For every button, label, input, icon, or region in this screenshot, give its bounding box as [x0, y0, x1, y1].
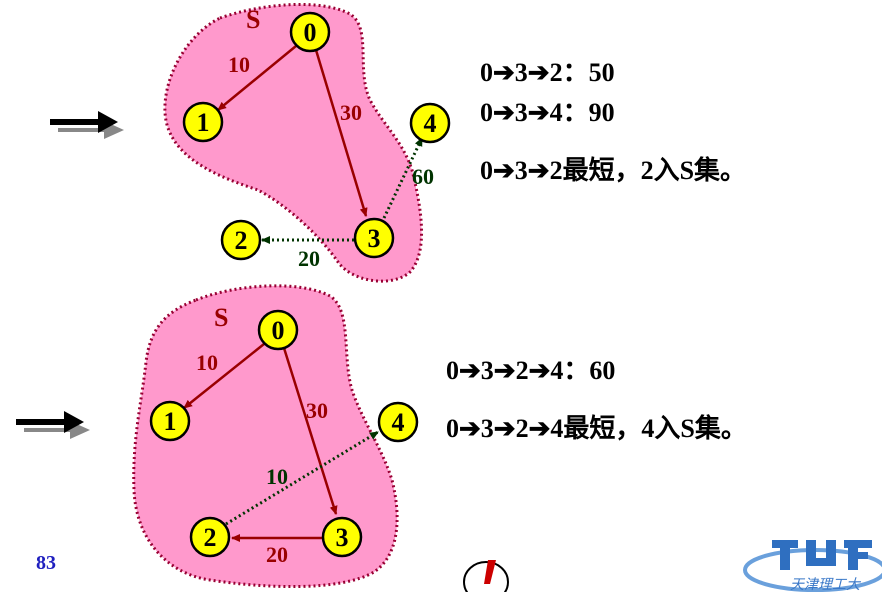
weight-3-4: 60: [412, 164, 434, 189]
svg-text:1: 1: [164, 407, 177, 436]
node-0: 0: [257, 309, 299, 351]
node-3: 3: [353, 217, 395, 259]
node-2: 2: [189, 516, 231, 558]
set-s-label: S: [246, 5, 260, 34]
svg-text:3: 3: [336, 523, 349, 552]
top-line-3: 0➔3➔2最短，2入S集。: [480, 156, 747, 185]
bottom-line-2: 0➔3➔2➔4最短，4入S集。: [446, 414, 747, 443]
weight-0-1: 10: [228, 52, 250, 77]
node-3: 3: [321, 516, 363, 558]
node-0: 0: [289, 11, 331, 53]
edge-0-3: [314, 49, 368, 217]
set-s-label: S: [214, 303, 228, 332]
top-line-2: 0➔3➔4：90: [480, 98, 615, 127]
weight-3-2: 20: [298, 246, 320, 271]
edge-0-1: [217, 45, 297, 111]
top-line-1: 0➔3➔2：50: [480, 58, 615, 87]
logo-text: 天津理工大: [790, 578, 860, 593]
panel-bottom: S 10 30 10 20 0 1 4 2 3: [16, 284, 419, 589]
svg-text:4: 4: [424, 109, 437, 138]
page-number: 83: [36, 552, 56, 574]
weight-0-1: 10: [196, 350, 218, 375]
bottom-line-1: 0➔3➔2➔4：60: [446, 356, 616, 385]
weight-0-3: 30: [340, 100, 362, 125]
panel-top: S 10 30 60 20 0 1 3 4 2: [50, 2, 451, 283]
warning-icon: [463, 560, 509, 592]
right-arrow-icon: [50, 111, 124, 139]
svg-text:2: 2: [235, 226, 248, 255]
edge-0-3: [282, 347, 338, 515]
svg-text:0: 0: [272, 316, 285, 345]
node-4: 4: [409, 102, 451, 144]
right-arrow-icon: [16, 411, 90, 439]
svg-text:2: 2: [204, 523, 217, 552]
weight-2-4: 10: [266, 464, 288, 489]
edge-0-1: [183, 343, 265, 409]
university-logo: [743, 540, 882, 592]
node-2: 2: [220, 219, 262, 261]
svg-text:0: 0: [304, 18, 317, 47]
weight-3-2: 20: [266, 542, 288, 567]
node-4: 4: [377, 401, 419, 443]
weight-0-3: 30: [306, 398, 328, 423]
svg-text:1: 1: [197, 108, 210, 137]
node-1: 1: [149, 400, 191, 442]
node-1: 1: [182, 101, 224, 143]
set-s-region: [163, 2, 424, 283]
svg-text:4: 4: [392, 408, 405, 437]
svg-text:3: 3: [368, 224, 381, 253]
